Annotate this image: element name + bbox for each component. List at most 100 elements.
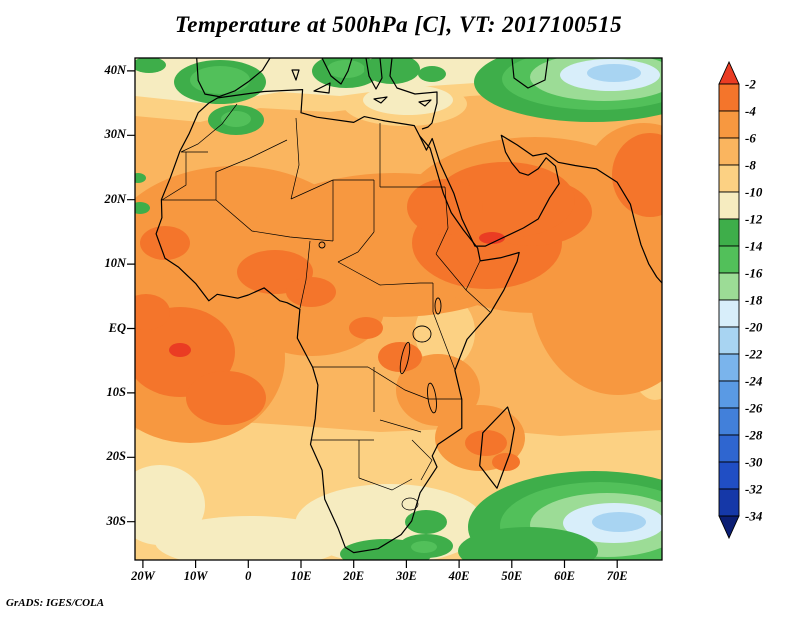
field-region	[407, 179, 483, 235]
colorbar-segment	[718, 434, 740, 463]
colorbar-segment	[718, 83, 740, 112]
coastlines	[155, 58, 662, 554]
colorbar-segment	[718, 245, 740, 274]
field-region	[140, 226, 190, 260]
field-region	[396, 354, 480, 426]
colorbar-segment	[718, 218, 740, 247]
colorbar-segment	[718, 488, 740, 517]
sardinia-coastline	[291, 69, 300, 81]
colorbar-segment	[718, 164, 740, 193]
lakes	[318, 241, 442, 414]
y-tick-label: 10N	[104, 256, 126, 271]
colorbar-tick-label: -20	[745, 320, 763, 335]
field-region	[135, 465, 205, 545]
x-tick-label: 0	[245, 569, 252, 583]
colorbar: -2 -4 -6 -8 -10 -12 -14 -16 -18 -20 -22 -24 -26 -28 -3…	[718, 60, 763, 540]
x-tick-label: 20W	[131, 569, 155, 583]
grads-credit: GrADS: IGES/COLA	[6, 597, 105, 609]
colorbar-tick-label: -2	[745, 77, 756, 92]
colorbar-segment	[718, 326, 740, 355]
x-tick-label: 10W	[183, 569, 208, 583]
arabia-asia-coastline	[419, 134, 662, 284]
field-region	[587, 64, 641, 82]
lake-malawi	[427, 382, 437, 414]
field-region	[592, 512, 646, 532]
border-lines	[161, 103, 491, 491]
x-axis-ticks	[142, 560, 618, 568]
africa-coastline	[155, 89, 520, 554]
lake-chad	[318, 241, 326, 249]
field-region	[411, 541, 437, 553]
field-layer	[135, 58, 662, 560]
colorbar-segment	[718, 137, 740, 166]
colorbar-segment	[718, 407, 740, 436]
colorbar-segment	[718, 461, 740, 490]
madagascar-coastline	[479, 406, 515, 489]
lake-victoria	[412, 325, 432, 343]
sicily-coastline	[313, 82, 331, 94]
lake-turkana	[434, 297, 442, 315]
field-region	[405, 510, 447, 534]
field-region	[349, 317, 383, 339]
y-tick-label: 40N	[104, 62, 126, 77]
y-tick-label: 30N	[104, 127, 126, 142]
x-tick-label: 50E	[501, 569, 523, 583]
lake-tanganyika	[399, 341, 411, 375]
x-tick-label: 20E	[343, 569, 365, 583]
field-region	[364, 58, 420, 84]
turkey-levant-coastline	[389, 58, 438, 130]
field-region	[378, 342, 422, 372]
field-region	[327, 60, 365, 78]
x-tick-label: 60E	[554, 569, 575, 583]
field-region	[135, 294, 170, 330]
y-axis-ticks	[127, 70, 135, 523]
colorbar-tick-label: -12	[745, 212, 763, 227]
colorbar-tick-label: -30	[745, 455, 763, 470]
colorbar-segment	[718, 380, 740, 409]
colorbar-bottom-arrow	[718, 515, 740, 540]
y-tick-label: 20N	[104, 191, 126, 206]
field-region	[479, 232, 505, 244]
x-tick-label: 10E	[290, 569, 312, 583]
field-region	[186, 371, 266, 425]
colorbar-tick-label: -4	[745, 104, 756, 119]
colorbar-tick-label: -14	[745, 239, 763, 254]
colorbar-tick-label: -18	[745, 293, 763, 308]
plot-title: Temperature at 500hPa [C], VT: 201710051…	[174, 12, 623, 37]
colorbar-tick-label: -34	[745, 509, 763, 524]
colorbar-segment	[718, 299, 740, 328]
x-tick-label: 30E	[395, 569, 417, 583]
field-region	[135, 173, 146, 183]
field-region	[135, 202, 150, 214]
plot-frame	[134, 57, 663, 561]
colorbar-tick-label: -32	[745, 482, 763, 497]
caspian-coastline	[511, 58, 549, 89]
colorbar-tick-label: -26	[745, 401, 763, 416]
field-region	[418, 66, 446, 82]
field-region	[135, 58, 166, 73]
colorbar-tick-label: -8	[745, 158, 756, 173]
y-tick-label: 20S	[106, 449, 126, 464]
colorbar-segment	[718, 110, 740, 139]
iberia-coastline	[196, 58, 271, 98]
crete-coastline	[373, 96, 388, 104]
y-tick-label: 10S	[106, 384, 126, 399]
y-tick-label: EQ	[108, 320, 126, 335]
x-tick-label: 40E	[448, 569, 470, 583]
field-region	[169, 343, 191, 357]
field-region	[190, 66, 250, 94]
colorbar-top-arrow	[718, 60, 740, 85]
lesotho-border	[401, 497, 419, 511]
colorbar-segment	[718, 272, 740, 301]
country-borders	[161, 103, 491, 511]
cyprus-coastline	[418, 99, 432, 107]
colorbar-segment	[718, 353, 740, 382]
colorbar-tick-label: -24	[745, 374, 763, 389]
x-tick-label: 70E	[606, 569, 628, 583]
field-region	[155, 516, 345, 560]
y-tick-label: 30S	[106, 513, 126, 528]
colorbar-tick-label: -28	[745, 428, 763, 443]
field-region	[492, 453, 520, 471]
field-region	[612, 133, 662, 217]
